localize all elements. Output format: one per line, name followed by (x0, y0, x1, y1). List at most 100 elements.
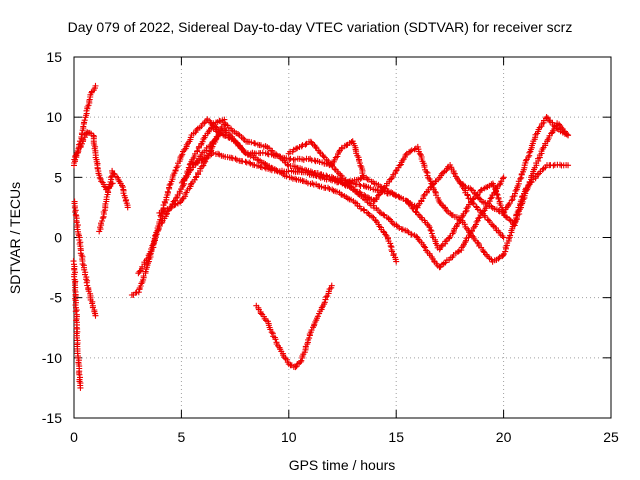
data-point (239, 145, 246, 152)
data-point (235, 131, 242, 137)
y-tick-label: -5 (50, 290, 63, 306)
data-point (292, 364, 299, 371)
data-point (318, 183, 325, 190)
data-point (421, 243, 428, 250)
data-point (325, 184, 331, 191)
data-point (493, 190, 500, 197)
data-point (473, 219, 480, 225)
data-point (356, 181, 363, 188)
data-point (458, 247, 465, 254)
data-point (232, 155, 239, 162)
data-point (135, 289, 142, 296)
data-point (261, 164, 268, 171)
data-point (478, 186, 485, 193)
data-point (313, 173, 320, 179)
data-point (364, 194, 371, 201)
data-point (422, 244, 429, 251)
y-tick-label: 15 (46, 49, 62, 65)
data-point (500, 174, 507, 181)
y-tick-label: 10 (46, 109, 62, 125)
data-point (187, 167, 194, 174)
data-point (292, 175, 299, 182)
data-point (77, 384, 84, 391)
data-point (380, 211, 387, 218)
data-points (70, 82, 572, 391)
data-point (462, 183, 469, 190)
data-point (427, 226, 434, 233)
data-point (252, 140, 259, 147)
data-point (393, 222, 400, 229)
data-point (297, 358, 304, 365)
data-point (367, 185, 374, 191)
data-point (104, 188, 111, 195)
data-point (507, 232, 514, 239)
series-track-p (457, 114, 572, 216)
data-point (318, 304, 325, 311)
data-point (506, 216, 513, 223)
data-point (137, 283, 144, 289)
data-point (343, 142, 350, 149)
data-point (511, 220, 518, 227)
data-point (96, 174, 103, 181)
data-point (72, 308, 79, 315)
data-point (293, 145, 299, 152)
x-tick-label: 0 (70, 429, 78, 445)
data-point (124, 204, 131, 211)
data-point (106, 181, 113, 188)
data-point (254, 156, 261, 163)
data-point (242, 158, 249, 165)
data-point (258, 142, 264, 149)
data-point (469, 232, 475, 239)
data-point (454, 249, 461, 255)
data-point (395, 193, 402, 200)
data-point (475, 215, 482, 222)
data-point (180, 176, 187, 183)
data-point (495, 207, 502, 214)
data-point (158, 220, 165, 227)
series-track-l (253, 282, 335, 371)
series-track-b (71, 129, 116, 193)
y-tick-label: 0 (54, 230, 62, 246)
data-point (513, 214, 520, 221)
data-point (380, 228, 387, 235)
data-point (500, 210, 507, 216)
data-point (320, 153, 327, 160)
data-point (512, 190, 518, 197)
data-point (284, 161, 291, 168)
data-point (287, 155, 294, 162)
data-point (314, 313, 321, 320)
data-point (380, 186, 387, 192)
data-point (494, 191, 501, 198)
data-point (292, 156, 298, 163)
data-point (402, 152, 409, 159)
data-point (524, 184, 531, 191)
data-point (171, 202, 178, 209)
data-point (463, 205, 470, 212)
data-point (480, 248, 487, 255)
data-point (393, 258, 400, 265)
data-point (216, 130, 223, 137)
data-point (316, 173, 323, 180)
data-point (450, 170, 457, 176)
data-point (543, 114, 550, 120)
series-track-m (285, 138, 367, 181)
data-point (323, 294, 329, 301)
data-point (81, 117, 88, 124)
data-point (331, 166, 338, 173)
data-point (500, 252, 507, 259)
data-point (487, 195, 494, 202)
data-point (520, 196, 527, 203)
data-point (501, 209, 508, 216)
data-point (168, 205, 175, 211)
data-point (461, 221, 468, 228)
data-point (451, 170, 458, 177)
data-point (500, 234, 507, 241)
data-point (257, 310, 264, 317)
data-point (462, 208, 469, 215)
data-point (370, 197, 377, 204)
data-point (173, 164, 180, 171)
data-point (251, 140, 258, 146)
data-point (357, 162, 364, 169)
data-point (272, 336, 279, 343)
data-point (563, 131, 570, 138)
